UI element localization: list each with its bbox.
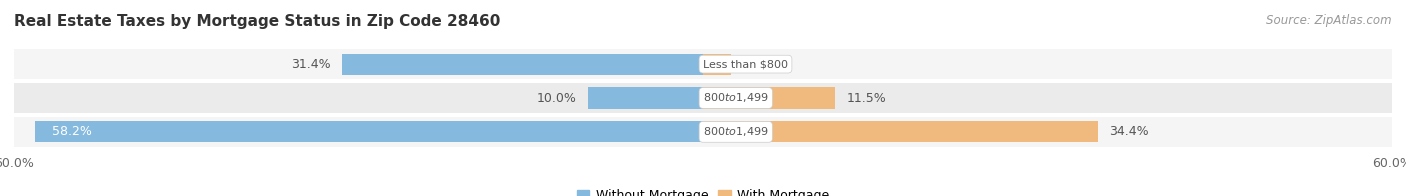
Bar <box>14 49 1392 79</box>
Bar <box>35 121 703 142</box>
Text: 34.4%: 34.4% <box>1109 125 1149 138</box>
Bar <box>14 83 1392 113</box>
Bar <box>703 54 731 75</box>
Bar <box>588 87 703 109</box>
Bar <box>14 117 1392 147</box>
Text: 2.4%: 2.4% <box>742 58 773 71</box>
Text: $800 to $1,499: $800 to $1,499 <box>703 125 769 138</box>
Text: 58.2%: 58.2% <box>52 125 91 138</box>
Bar <box>703 87 835 109</box>
Text: Real Estate Taxes by Mortgage Status in Zip Code 28460: Real Estate Taxes by Mortgage Status in … <box>14 14 501 29</box>
Text: 10.0%: 10.0% <box>537 92 576 104</box>
Text: 11.5%: 11.5% <box>846 92 886 104</box>
Text: $800 to $1,499: $800 to $1,499 <box>703 92 769 104</box>
Text: Source: ZipAtlas.com: Source: ZipAtlas.com <box>1267 14 1392 27</box>
Text: Less than $800: Less than $800 <box>703 59 787 69</box>
Legend: Without Mortgage, With Mortgage: Without Mortgage, With Mortgage <box>572 184 834 196</box>
Bar <box>703 121 1098 142</box>
Bar <box>343 54 703 75</box>
Text: 31.4%: 31.4% <box>291 58 330 71</box>
